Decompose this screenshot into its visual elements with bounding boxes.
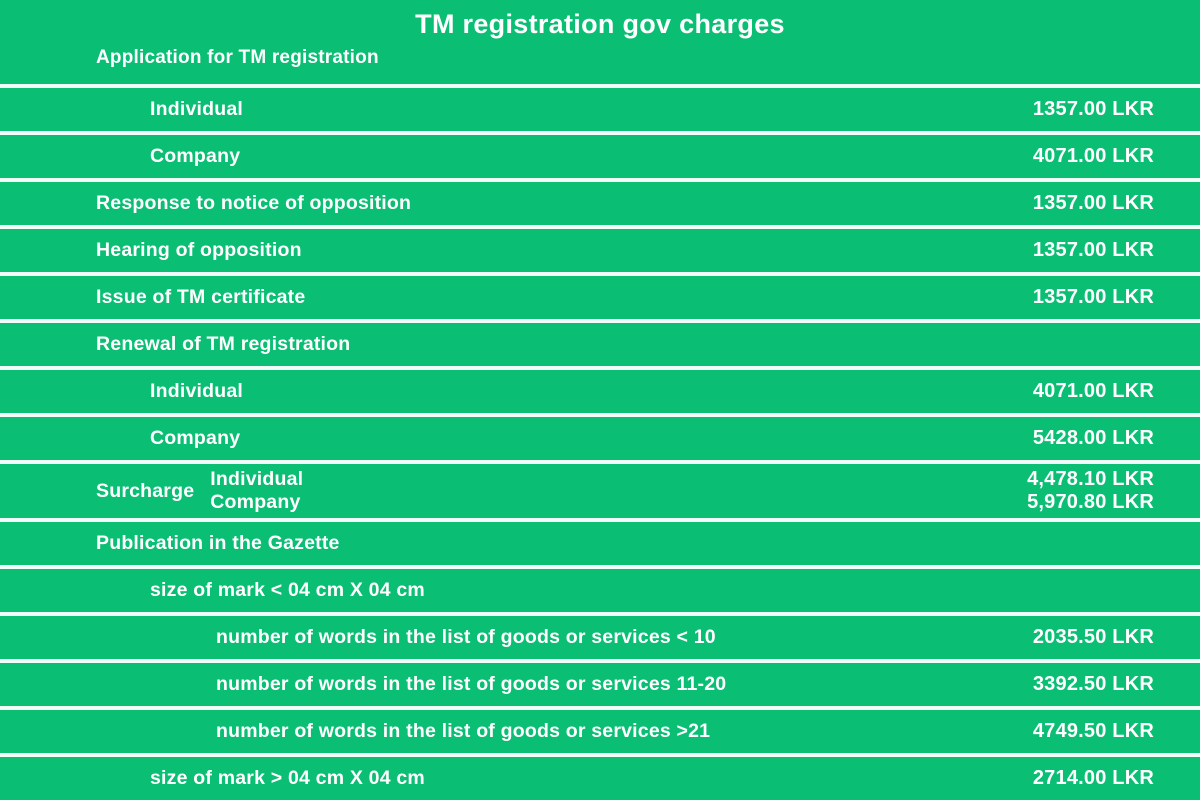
row-value: 4071.00 LKR	[1032, 380, 1154, 403]
row-value: 1357.00 LKR	[1032, 286, 1154, 309]
row-label: Company	[150, 427, 241, 450]
row-value: 1357.00 LKR	[1032, 192, 1154, 215]
row-label: number of words in the list of goods or …	[216, 672, 727, 695]
row-label: Individual	[150, 98, 244, 120]
row-label: number of words in the list of goods or …	[216, 719, 711, 742]
row-label: size of mark > 04 cm X 04 cm	[150, 766, 425, 789]
row-value: 1357.00 LKR	[1032, 98, 1154, 120]
row-value: 5,970.80 LKR	[1027, 491, 1154, 514]
row-label: Renewal of TM registration	[96, 333, 351, 356]
row-value: 4749.50 LKR	[1032, 719, 1154, 742]
row-label: Response to notice of opposition	[96, 192, 412, 215]
table-row: Company 5428.00 LKR	[0, 413, 1200, 460]
row-value: 1357.00 LKR	[1032, 239, 1154, 262]
table-row: number of words in the list of goods or …	[0, 611, 1200, 659]
table-row: Hearing of opposition 1357.00 LKR	[0, 225, 1200, 272]
row-label: number of words in the list of goods or …	[216, 625, 716, 648]
table-subrow: Company 5,970.80 LKR	[210, 491, 1154, 515]
table-row: Company 4071.00 LKR	[0, 131, 1200, 178]
row-value: 5428.00 LKR	[1032, 427, 1154, 450]
page-title: TM registration gov charges	[415, 9, 785, 39]
row-label: Company	[150, 145, 241, 168]
table-row: size of mark > 04 cm X 04 cm 2714.00 LKR	[0, 752, 1200, 800]
table-row: Surcharge Individual 4,478.10 LKR Company 5,…	[0, 460, 1200, 518]
row-label: Issue of TM certificate	[96, 286, 306, 309]
table-row: Response to notice of opposition 1357.00 …	[0, 178, 1200, 225]
table-row: Publication in the Gazette	[0, 517, 1200, 565]
row-value: 2714.00 LKR	[1032, 766, 1154, 789]
row-value: 4,478.10 LKR	[1027, 467, 1154, 490]
table-header: TM registration gov charges Application …	[0, 0, 1200, 84]
table-row: Renewal of TM registration	[0, 319, 1200, 366]
row-label: Publication in the Gazette	[96, 531, 340, 554]
row-value: 3392.50 LKR	[1032, 672, 1154, 695]
row-label: Hearing of opposition	[96, 239, 302, 262]
table-row: number of words in the list of goods or …	[0, 705, 1200, 753]
table-row: Individual 4071.00 LKR	[0, 366, 1200, 413]
section-application-for-tm-registration: Application for TM registration	[96, 46, 379, 68]
row-label: size of mark < 04 cm X 04 cm	[150, 578, 425, 601]
row-value: 2035.50 LKR	[1032, 625, 1154, 648]
row-label: Individual	[150, 380, 244, 403]
surcharge-subrows: Individual 4,478.10 LKR Company 5,970.80 LK…	[210, 464, 1154, 518]
row-label: Surcharge	[96, 479, 195, 502]
table-row: Issue of TM certificate 1357.00 LKR	[0, 272, 1200, 319]
row-label: Individual	[210, 467, 304, 490]
table-row: number of words in the list of goods or …	[0, 658, 1200, 706]
table-row: Individual 1357.00 LKR	[0, 84, 1200, 131]
row-value: 4071.00 LKR	[1032, 145, 1154, 168]
rows-container: Individual 1357.00 LKR Company 4071.00 LKR R…	[0, 84, 1200, 800]
row-label: Company	[210, 491, 301, 514]
table-row: size of mark < 04 cm X 04 cm	[0, 564, 1200, 612]
table-subrow: Individual 4,478.10 LKR	[210, 467, 1154, 491]
